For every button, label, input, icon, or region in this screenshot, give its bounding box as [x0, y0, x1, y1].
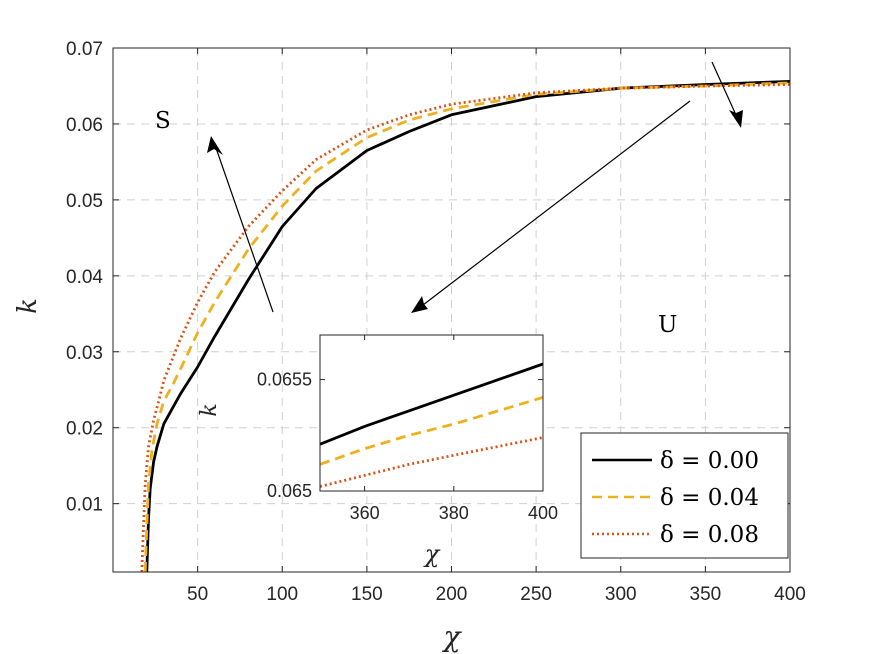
- y-tick-label-3: 0.04: [66, 267, 103, 288]
- y-tick-label-2: 0.03: [66, 343, 103, 364]
- y-tick-label-6: 0.07: [66, 39, 103, 60]
- main-ticks: 50 100 150 200 250 300 350 400 0.01 0.02 0.03 0.04 0…: [66, 39, 806, 605]
- legend-box: [580, 432, 789, 559]
- legend: δ = 0.00 δ = 0.04 δ = 0.08: [580, 432, 789, 559]
- inset-series-line-2: [320, 436, 543, 488]
- y-tick-label-5: 0.06: [66, 115, 103, 136]
- legend-label-delta-000: δ = 0.00: [660, 448, 759, 474]
- inset-series-line-1: [320, 396, 543, 466]
- x-axis-label: χ: [442, 620, 463, 653]
- main-series: [140, 80, 790, 572]
- inset-y-axis-label: k: [197, 403, 222, 416]
- series-line-0: [145, 80, 790, 572]
- inset-series: [320, 362, 543, 488]
- region-label-u: U: [658, 312, 677, 338]
- x-tick-label-4: 250: [520, 584, 552, 605]
- inset-series-line-0: [320, 362, 543, 446]
- inset-x-axis-label: χ: [423, 540, 441, 568]
- inset-ticks: 360 380 400 0.065 0.0655: [257, 335, 558, 523]
- arrow-to-inset: [411, 100, 691, 313]
- x-tick-label-7: 400: [774, 584, 806, 605]
- series-line-1: [143, 81, 790, 572]
- inset-x-tick-label-0: 360: [350, 503, 380, 523]
- inset-x-tick-label-1: 380: [439, 503, 469, 523]
- inset-y-tick-label-1: 0.0655: [257, 370, 312, 390]
- y-axis-label: k: [13, 298, 43, 314]
- y-tick-label-0: 0.01: [66, 495, 103, 516]
- arrow-increasing-delta: [207, 136, 274, 313]
- inset-background: [320, 335, 543, 491]
- arrow-curve-order: [711, 61, 743, 128]
- x-tick-label-0: 50: [187, 584, 208, 605]
- legend-label-delta-008: δ = 0.08: [660, 522, 759, 548]
- x-tick-label-2: 150: [351, 584, 383, 605]
- inset-axes-box: [319, 334, 544, 492]
- x-tick-label-6: 350: [690, 584, 722, 605]
- x-tick-label-3: 200: [436, 584, 468, 605]
- x-tick-label-5: 300: [605, 584, 637, 605]
- region-label-s: S: [155, 108, 171, 134]
- y-tick-label-1: 0.02: [66, 419, 103, 440]
- inset-y-tick-label-0: 0.065: [267, 481, 312, 501]
- y-tick-label-4: 0.05: [66, 191, 103, 212]
- x-tick-label-1: 100: [266, 584, 298, 605]
- legend-label-delta-004: δ = 0.04: [660, 485, 759, 511]
- inset-x-tick-label-2: 400: [528, 503, 558, 523]
